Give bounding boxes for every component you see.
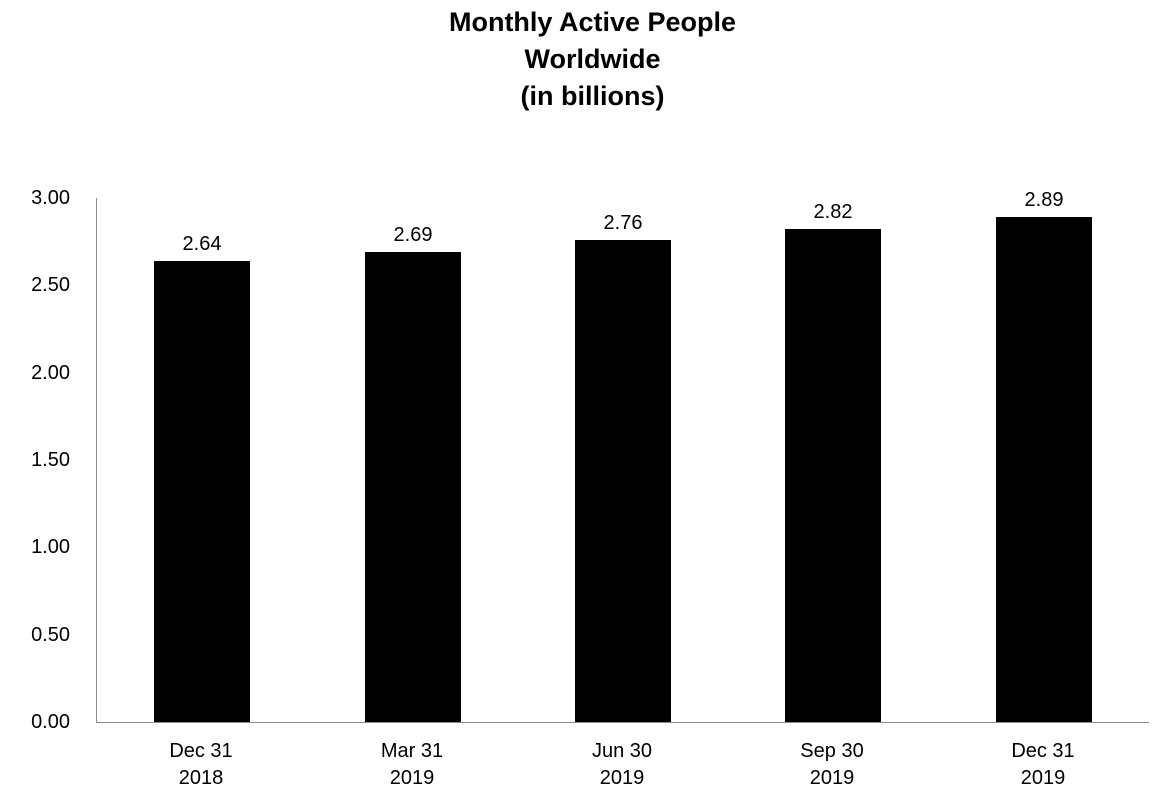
y-axis-tick-label: 3.00 [31,187,70,209]
x-axis-category-line: Sep 30 [800,740,864,762]
y-axis-tick-label: 0.00 [31,711,70,733]
bar [575,240,671,722]
x-axis-category-line: 2019 [809,767,855,789]
bar [365,252,461,722]
chart-title: Monthly Active People Worldwide (in bill… [14,4,1157,115]
x-axis-category-line: Mar 31 [380,740,444,762]
x-axis-category-line: Dec 31 [169,740,233,762]
bar-value-label: 2.82 [813,201,853,223]
chart-title-line: Monthly Active People [448,7,737,37]
x-axis-category-line: 2018 [178,767,224,789]
x-axis-category-line: Jun 30 [591,740,653,762]
x-axis-category-label: Dec 31 2018 [141,738,261,792]
chart-title-line: Worldwide [524,44,661,74]
x-axis-category-label: Sep 30 2019 [772,738,892,792]
bar-value-label: 2.89 [1024,189,1064,211]
x-axis-category-line: Dec 31 [1011,740,1075,762]
x-axis-category-label: Mar 31 2019 [352,738,472,792]
bar [996,217,1092,722]
x-axis-category-line: 2019 [599,767,645,789]
y-axis-tick-label: 0.50 [31,623,70,646]
x-axis-category-line: 2019 [389,767,435,789]
bar [785,229,881,722]
x-axis-category-label: Jun 30 2019 [562,738,682,792]
y-axis-tick-label: 2.00 [31,361,70,384]
y-axis-tick-label: 1.00 [31,536,70,559]
y-axis-tick-label: 2.50 [31,274,70,297]
y-axis-tick-label: 1.50 [31,449,70,471]
bar-value-label: 2.69 [393,224,433,246]
x-axis-category-line: 2019 [1020,767,1066,789]
bar-value-label: 2.64 [182,233,222,255]
plot-area: 2.64 2.69 2.76 2.82 2.89 [96,189,1149,723]
bar-value-label: 2.76 [603,212,643,234]
chart-title-line: (in billions) [520,81,665,111]
x-axis-category-label: Dec 31 2019 [983,738,1103,792]
bar [154,261,250,722]
